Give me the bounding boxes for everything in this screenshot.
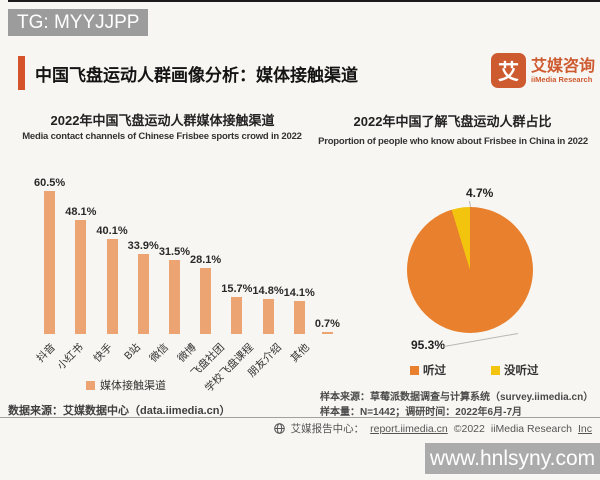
bar-slot-微博: 28.1%: [190, 254, 221, 334]
bar-slot-其他: 0.7%: [315, 318, 340, 334]
pie-chart-subtitle: Proportion of people who know about Fris…: [318, 136, 588, 147]
telegram-watermark: TG: MYYJJPP: [8, 9, 148, 36]
bar-slot-B站: 33.9%: [128, 240, 159, 334]
bar-value-label: 0.7%: [314, 318, 340, 331]
pie-legend-item-没听过: 没听过: [491, 362, 539, 378]
bar-slot-小红书: 48.1%: [65, 206, 96, 334]
bar-chart-legend: 媒体接触渠道: [86, 377, 166, 393]
right-sample-source: 样本来源：草莓派数据调查与计算系统（survey.iimedia.cn）: [320, 392, 594, 403]
pie-leader-small: [469, 200, 472, 207]
bar-slot-飞盘社团: 15.7%: [221, 283, 252, 334]
bar-slot-学校飞盘课程: 14.8%: [252, 285, 284, 334]
iimedia-logo-icon: 艾: [491, 53, 526, 88]
bar-小红书: [75, 220, 87, 334]
left-data-source: 数据来源：艾媒数据中心（data.iimedia.cn）: [8, 405, 231, 417]
bar-legend-label: 媒体接触渠道: [100, 380, 166, 392]
pie-chart-title: 2022年中国了解飞盘运动人群占比: [353, 114, 552, 129]
pie-legend-label: 没听过: [504, 365, 539, 377]
pie-chart: [407, 207, 533, 333]
pie-legend-label: 听过: [423, 365, 446, 377]
bar-value-label: 14.1%: [283, 286, 315, 299]
bar-slot-微信: 31.5%: [159, 246, 190, 334]
right-sample-size: 样本量：N=1442；调研时间：2022年6月-7月: [320, 407, 523, 418]
bar-微博: [200, 267, 212, 334]
bar-value-label: 48.1%: [65, 206, 97, 219]
bar-slot-快手: 40.1%: [96, 225, 128, 334]
page-title: 中国飞盘运动人群画像分析：媒体接触渠道: [35, 66, 358, 85]
bar-value-label: 15.7%: [221, 282, 253, 295]
pie-label-small: 4.7%: [466, 186, 494, 200]
footer-divider-line: [0, 417, 600, 418]
company-inc-link[interactable]: Inc: [577, 422, 592, 435]
bar-B站: [137, 253, 149, 334]
bar-chart-subtitle: Media contact channels of Chinese Frisbe…: [22, 131, 302, 142]
bar-value-label: 31.5%: [158, 245, 191, 258]
bar-学校飞盘课程: [262, 299, 274, 334]
bar-slot-抖音: 60.5%: [34, 177, 65, 334]
iimedia-logo: 艾 艾媒咨询 iiMedia Research: [491, 53, 595, 88]
pie-label-main: 95.3%: [411, 338, 446, 352]
pie-chart-legend: 听过 没听过: [410, 362, 574, 378]
bar-value-label: 60.5%: [34, 176, 66, 189]
company-name: iiMedia Research: [490, 422, 572, 435]
bar-value-label: 14.8%: [252, 285, 284, 298]
logo-name-cn: 艾媒咨询: [531, 57, 596, 75]
bar-抖音: [44, 190, 56, 334]
logo-name-en: iiMedia Research: [531, 74, 593, 84]
bar-slot-朋友介绍: 14.1%: [284, 287, 315, 334]
pie-legend-swatch: [491, 365, 500, 375]
bar-快手: [106, 239, 118, 334]
globe-icon: [273, 423, 285, 434]
bar-value-label: 28.1%: [190, 253, 222, 266]
bar-chart: 60.5% 48.1% 40.1% 33.9% 31.5% 28.1% 15.7% 14.8%…: [34, 176, 340, 334]
bar-value-label: 40.1%: [96, 225, 128, 238]
bar-legend-swatch: [86, 380, 95, 390]
bar-chart-title: 2022年中国飞盘运动人群媒体接触渠道: [50, 113, 275, 128]
pie-legend-item-听过: 听过: [410, 362, 446, 378]
bar-微信: [168, 259, 180, 334]
top-border-line: [8, 0, 600, 2]
pie-leader-main: [444, 332, 519, 347]
bar-飞盘社团: [231, 296, 243, 334]
bar-朋友介绍: [293, 300, 305, 334]
report-center-label: 艾媒报告中心：: [290, 423, 365, 435]
bar-value-label: 33.9%: [127, 239, 159, 252]
bar-其他: [321, 332, 333, 334]
report-link[interactable]: report.iimedia.cn: [370, 422, 448, 435]
report-footer: 艾媒报告中心： report.iimedia.cn ©2022 iiMedia …: [273, 421, 592, 436]
title-accent-bar: [18, 56, 25, 90]
site-watermark: www.hnlsyny.com: [425, 443, 600, 474]
copyright-text: ©2022: [453, 422, 485, 435]
pie-legend-swatch: [410, 365, 419, 375]
